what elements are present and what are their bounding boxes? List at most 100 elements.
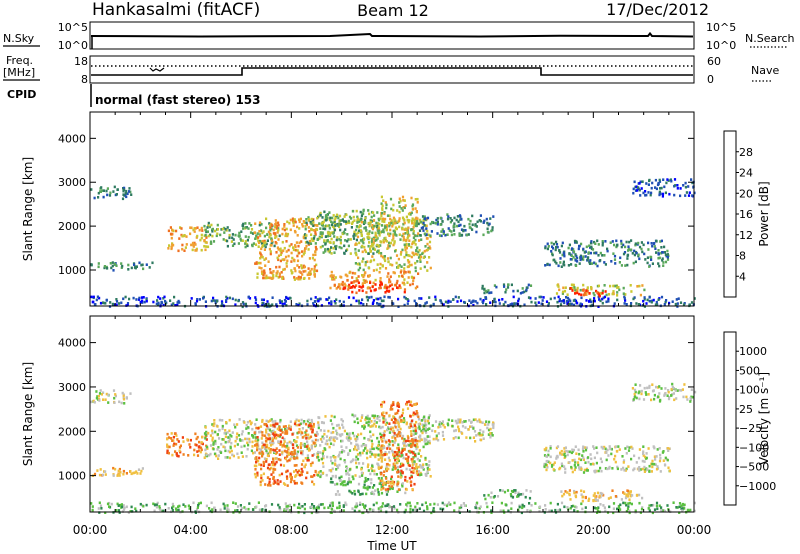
- echo-cell: [422, 509, 426, 513]
- echo-cell: [637, 186, 640, 189]
- echo-cell: [310, 222, 313, 226]
- echo-cell: [380, 405, 383, 408]
- echo-cell: [500, 501, 503, 505]
- echo-cell: [247, 426, 250, 429]
- echo-cell: [414, 219, 417, 222]
- echo-cell: [363, 218, 367, 222]
- echo-cell: [627, 245, 630, 248]
- echo-cell: [356, 417, 359, 421]
- echo-cell: [638, 188, 641, 192]
- echo-cell: [185, 243, 188, 246]
- echo-cell: [681, 502, 684, 506]
- echo-cell: [323, 447, 326, 450]
- echo-cell: [345, 213, 348, 217]
- echo-cell: [120, 503, 123, 506]
- echo-cell: [398, 275, 401, 278]
- echo-cell: [270, 503, 274, 506]
- echo-cell: [657, 256, 660, 260]
- echo-cell: [336, 506, 339, 510]
- echo-cell: [385, 203, 388, 207]
- echo-cell: [383, 285, 387, 289]
- echo-cell: [413, 240, 416, 243]
- echo-cell: [334, 276, 337, 279]
- echo-cell: [177, 454, 180, 458]
- echo-cell: [563, 465, 566, 468]
- echo-cell: [272, 461, 275, 464]
- echo-cell: [425, 301, 428, 304]
- echo-cell: [385, 490, 388, 493]
- echo-cell: [167, 247, 170, 250]
- echo-cell: [381, 220, 384, 223]
- echo-cell: [408, 219, 411, 222]
- echo-cell: [644, 455, 647, 459]
- echo-cell: [603, 295, 607, 299]
- echo-cell: [313, 453, 316, 456]
- echo-cell: [305, 437, 308, 440]
- echo-cell: [564, 455, 567, 458]
- echo-cell: [173, 442, 176, 446]
- echo-cell: [423, 415, 426, 419]
- echo-cell: [369, 219, 372, 222]
- echo-cell: [542, 296, 545, 299]
- echo-cell: [355, 225, 358, 228]
- echo-cell: [649, 299, 652, 303]
- echo-cell: [658, 504, 661, 508]
- echo-cell: [626, 263, 629, 267]
- y-tick-label: 1000: [58, 264, 86, 277]
- echo-cell: [383, 400, 386, 404]
- echo-cell: [521, 506, 524, 510]
- echo-cell: [277, 223, 280, 227]
- echo-cell: [371, 442, 374, 446]
- echo-cell: [480, 433, 483, 437]
- echo-cell: [265, 449, 268, 452]
- echo-cell: [170, 247, 173, 251]
- echo-cell: [177, 440, 180, 443]
- echo-cell: [385, 286, 388, 290]
- echo-cell: [114, 394, 117, 398]
- echo-cell: [461, 424, 465, 428]
- echo-cell: [577, 448, 580, 452]
- echo-cell: [175, 452, 178, 455]
- echo-cell: [387, 456, 390, 460]
- echo-cell: [449, 220, 452, 224]
- echo-cell: [287, 451, 290, 454]
- echo-cell: [369, 430, 372, 434]
- echo-cell: [306, 454, 309, 457]
- echo-cell: [346, 279, 349, 282]
- echo-cell: [484, 289, 487, 293]
- echo-cell: [123, 402, 126, 405]
- echo-cell: [355, 502, 358, 505]
- echo-cell: [304, 236, 307, 240]
- echo-cell: [301, 254, 304, 258]
- echo-cell: [414, 269, 417, 273]
- echo-cell: [350, 226, 353, 229]
- echo-cell: [418, 304, 421, 307]
- echo-cell: [261, 418, 264, 422]
- echo-cell: [329, 419, 332, 422]
- echo-cell: [403, 238, 406, 241]
- echo-cell: [411, 204, 414, 208]
- echo-cell: [358, 509, 361, 513]
- echo-cell: [337, 455, 340, 458]
- echo-cell: [665, 299, 668, 302]
- echo-cell: [599, 457, 602, 461]
- echo-cell: [427, 416, 430, 419]
- echo-cell: [649, 193, 652, 197]
- echo-cell: [334, 459, 337, 462]
- echo-cell: [434, 430, 437, 433]
- echo-cell: [371, 490, 374, 494]
- echo-cell: [379, 302, 382, 306]
- echo-cell: [411, 221, 414, 225]
- echo-cell: [418, 439, 421, 443]
- echo-cell: [373, 416, 376, 419]
- echo-cell: [300, 505, 303, 508]
- echo-cell: [308, 277, 311, 280]
- echo-cell: [585, 289, 588, 292]
- echo-cell: [593, 261, 596, 265]
- echo-cell: [364, 476, 367, 480]
- echo-cell: [546, 242, 549, 246]
- echo-cell: [357, 275, 360, 278]
- echo-cell: [476, 419, 479, 423]
- echo-cell: [619, 256, 622, 260]
- echo-cell: [410, 245, 413, 249]
